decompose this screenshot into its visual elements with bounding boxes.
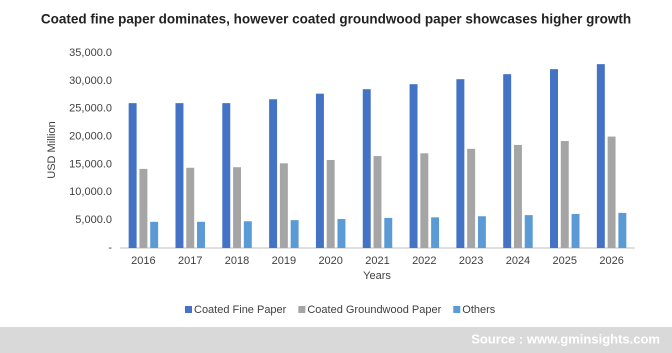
y-tick-label: 10,000.0: [69, 186, 112, 198]
legend-label: Others: [462, 304, 496, 316]
bar: [269, 99, 278, 248]
x-tick-label: 2024: [506, 255, 530, 267]
bar: [243, 221, 252, 248]
bar: [175, 103, 184, 249]
bar: [513, 144, 522, 248]
x-tick-label: 2021: [365, 255, 389, 267]
legend-label: Coated Fine Paper: [194, 304, 287, 316]
bar: [337, 219, 346, 248]
y-tick-label: 35,000.0: [69, 47, 112, 59]
x-tick-label: 2018: [225, 255, 249, 267]
legend-swatch: [298, 306, 306, 313]
legend-swatch: [185, 306, 192, 313]
bar: [560, 141, 569, 248]
bar: [477, 216, 486, 248]
x-axis-label: Years: [363, 270, 391, 282]
bar: [431, 217, 440, 248]
x-tick-label: 2017: [178, 255, 202, 267]
y-tick-label: 15,000.0: [69, 158, 112, 170]
bar: [326, 159, 335, 248]
x-tick-label: 2020: [318, 255, 342, 267]
x-tick-label: 2022: [412, 255, 436, 267]
bar: [139, 168, 148, 248]
bar: [315, 93, 324, 249]
footer-band: [0, 327, 672, 353]
bar: [607, 136, 616, 248]
bar: [373, 156, 382, 248]
bar: [222, 103, 231, 249]
bar: [503, 74, 512, 249]
source: Source : www.gminsights.com: [471, 331, 660, 346]
bar: [618, 212, 627, 248]
bar: [550, 69, 558, 249]
bar: [384, 217, 393, 248]
bar: [186, 167, 195, 248]
bar: [150, 221, 159, 248]
bar: [420, 153, 429, 248]
chart-title: Coated fine paper dominates, however coa…: [41, 12, 631, 27]
bar: [197, 221, 205, 248]
legend-swatch: [453, 306, 461, 313]
y-tick-label: 30,000.0: [69, 75, 112, 87]
bar: [233, 167, 242, 248]
bar: [409, 84, 418, 248]
bar: [467, 148, 476, 248]
y-tick-label: 20,000.0: [69, 130, 112, 142]
bar: [279, 163, 288, 248]
x-tick-label: 2019: [272, 255, 296, 267]
bar: [524, 215, 533, 248]
y-tick-label: 5,000.0: [75, 214, 112, 226]
y-tick-label: -: [108, 242, 112, 254]
legend-label: Coated Groundwood Paper: [307, 304, 441, 316]
x-tick-label: 2026: [599, 255, 623, 267]
x-tick-label: 2023: [459, 255, 483, 267]
y-tick-label: 25,000.0: [69, 103, 112, 115]
bar: [290, 220, 299, 248]
bar: [596, 64, 605, 249]
y-axis-label: USD Million: [46, 121, 58, 178]
x-tick-label: 2025: [553, 255, 577, 267]
bar: [571, 214, 580, 248]
bar: [362, 89, 371, 248]
bar: [456, 79, 465, 248]
bar: [128, 103, 137, 249]
x-tick-label: 2016: [131, 255, 155, 267]
